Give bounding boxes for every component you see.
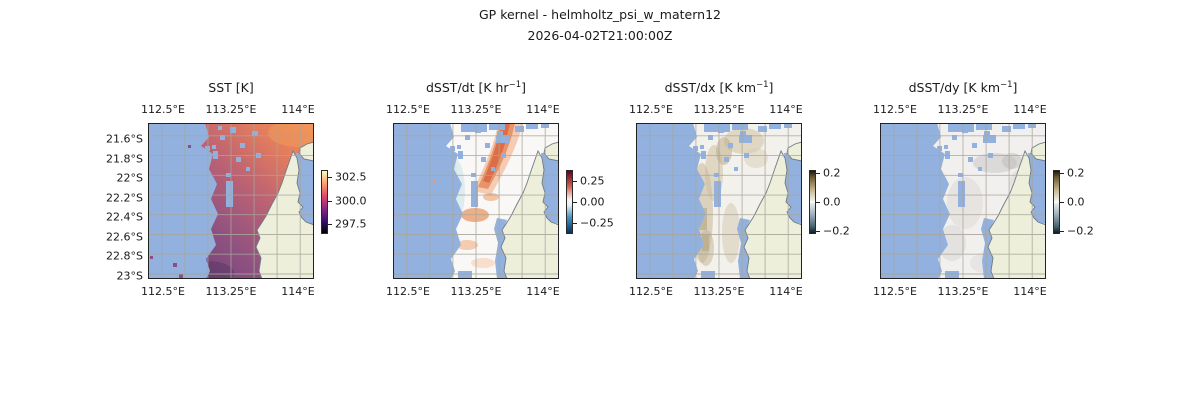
- colorbar-label-3: −0.25: [580, 216, 614, 230]
- colorbar-tick: [816, 202, 820, 204]
- panel-dsst-dt: dSST/dt [K hr−1] 112.5°E 113.25°E 114°E: [386, 0, 614, 340]
- xtick-top-1: 112.5°E: [873, 103, 917, 116]
- xtick-top-1: 112.5°E: [629, 103, 673, 116]
- xtick-top-2: 113.25°E: [205, 103, 257, 116]
- panel-dsst-dx-title-sup: −1: [756, 80, 769, 90]
- ytick-1: 21.6°S: [106, 132, 143, 146]
- colorbar-label-2: 0.0: [1067, 195, 1085, 209]
- ytick-4: 22.2°S: [106, 191, 143, 204]
- colorbar-sst: [321, 170, 328, 234]
- xtick-top-2: 113.25°E: [937, 103, 989, 116]
- colorbar-dsst-dy: [1053, 170, 1060, 234]
- colorbar-dsst-dt: [566, 170, 573, 234]
- colorbar-tick: [1060, 173, 1064, 175]
- colorbar-label-3: −0.2: [1067, 224, 1094, 238]
- xtick-bot-3: 114°E: [526, 285, 560, 298]
- colorbar-dsst-dx: [809, 170, 816, 234]
- panel-sst: SST [K] 112.5°E 113.25°E 114°E 21.6°S 21…: [106, 0, 366, 340]
- panel-dsst-dy: dSST/dy [K km−1] 112.5°E 113.25°E 114°E …: [873, 0, 1094, 340]
- ytick-8: 23°S: [116, 269, 143, 282]
- colorbar-tick: [1060, 202, 1064, 204]
- panel-dsst-dx-title-text: dSST/dx [K km: [664, 80, 756, 96]
- xtick-top-3: 114°E: [769, 103, 803, 116]
- ytick-2: 21.8°S: [106, 152, 143, 165]
- map-dsst-dt: [393, 123, 559, 279]
- colorbar-label-3: 297.5: [335, 217, 367, 231]
- colorbar-tick: [573, 181, 577, 183]
- panel-dsst-dt-title: dSST/dt [K hr−1]: [393, 80, 559, 95]
- panel-dsst-dx-title: dSST/dx [K km−1]: [636, 80, 802, 95]
- xtick-bot-1: 112.5°E: [873, 285, 917, 298]
- xtick-bot-1: 112.5°E: [141, 285, 185, 298]
- colorbar-label-2: 0.00: [580, 195, 605, 209]
- colorbar-label-1: 302.5: [335, 170, 367, 184]
- xtick-bot-2: 113.25°E: [205, 285, 257, 298]
- xtick-top-2: 113.25°E: [693, 103, 745, 116]
- figure-timestamp: 2026-04-02T21:00:00Z: [527, 28, 673, 43]
- isolated-data-pixel: [433, 180, 436, 183]
- panel-dsst-dy-title-post: ]: [1012, 80, 1018, 96]
- panel-dsst-dy-title: dSST/dy [K km−1]: [880, 80, 1046, 95]
- panel-dsst-dy-title-sup: −1: [1000, 80, 1013, 90]
- xtick-bot-1: 112.5°E: [629, 285, 673, 298]
- colorbar-label-2: 300.0: [335, 194, 367, 208]
- colorbar-tick: [573, 202, 577, 204]
- ytick-5: 22.4°S: [106, 210, 143, 224]
- colorbar-tick: [573, 223, 577, 225]
- colorbar-tick: [328, 224, 332, 226]
- xtick-bot-3: 114°E: [769, 285, 803, 298]
- colorbar-tick: [328, 201, 332, 203]
- panel-dsst-dy-title-text: dSST/dy [K km: [908, 80, 1000, 96]
- colorbar-label-1: 0.2: [1067, 166, 1085, 180]
- ytick-3: 22°S: [116, 171, 143, 185]
- panel-sst-title-text: SST [K]: [208, 80, 254, 96]
- map-sst: [148, 123, 314, 279]
- xtick-top-3: 114°E: [1013, 103, 1047, 116]
- ytick-6: 22.6°S: [106, 230, 143, 243]
- xtick-top-3: 114°E: [281, 103, 315, 116]
- xtick-bot-1: 112.5°E: [386, 285, 430, 298]
- colorbar-label-3: −0.2: [823, 224, 850, 238]
- colorbar-tick: [816, 231, 820, 233]
- ytick-7: 22.8°S: [106, 249, 143, 263]
- xtick-bot-2: 113.25°E: [450, 285, 502, 298]
- colorbar-tick: [1060, 231, 1064, 233]
- y-axis-labels: 21.6°S 21.8°S 22°S 22.2°S 22.4°S 22.6°S …: [60, 0, 143, 300]
- xtick-bot-3: 114°E: [281, 285, 315, 298]
- xtick-bot-2: 113.25°E: [937, 285, 989, 298]
- panel-dsst-dx: dSST/dx [K km−1] 112.5°E 113.25°E 114°E: [629, 0, 850, 340]
- panel-dsst-dt-title-sup: −1: [508, 80, 522, 90]
- colorbar-tick: [328, 177, 332, 179]
- xtick-top-3: 114°E: [526, 103, 560, 116]
- panel-dsst-dt-title-text: dSST/dt [K hr: [426, 80, 509, 96]
- xtick-bot-3: 114°E: [1013, 285, 1047, 298]
- xtick-bot-2: 113.25°E: [693, 285, 745, 298]
- colorbar-label-1: 0.25: [580, 174, 605, 188]
- colorbar-label-1: 0.2: [823, 166, 841, 180]
- figure-title: GP kernel - helmholtz_psi_w_matern12: [479, 7, 721, 22]
- colorbar-tick: [816, 173, 820, 175]
- panel-sst-title: SST [K]: [148, 80, 314, 95]
- xtick-top-1: 112.5°E: [386, 103, 430, 116]
- map-dsst-dx: [636, 123, 802, 279]
- xtick-top-1: 112.5°E: [141, 103, 185, 116]
- panel-dsst-dx-title-post: ]: [768, 80, 774, 96]
- colorbar-label-2: 0.0: [823, 195, 841, 209]
- map-dsst-dy: [880, 123, 1046, 279]
- isolated-data-pixels: [150, 145, 191, 278]
- xtick-top-2: 113.25°E: [450, 103, 502, 116]
- panel-dsst-dt-title-post: ]: [521, 80, 526, 96]
